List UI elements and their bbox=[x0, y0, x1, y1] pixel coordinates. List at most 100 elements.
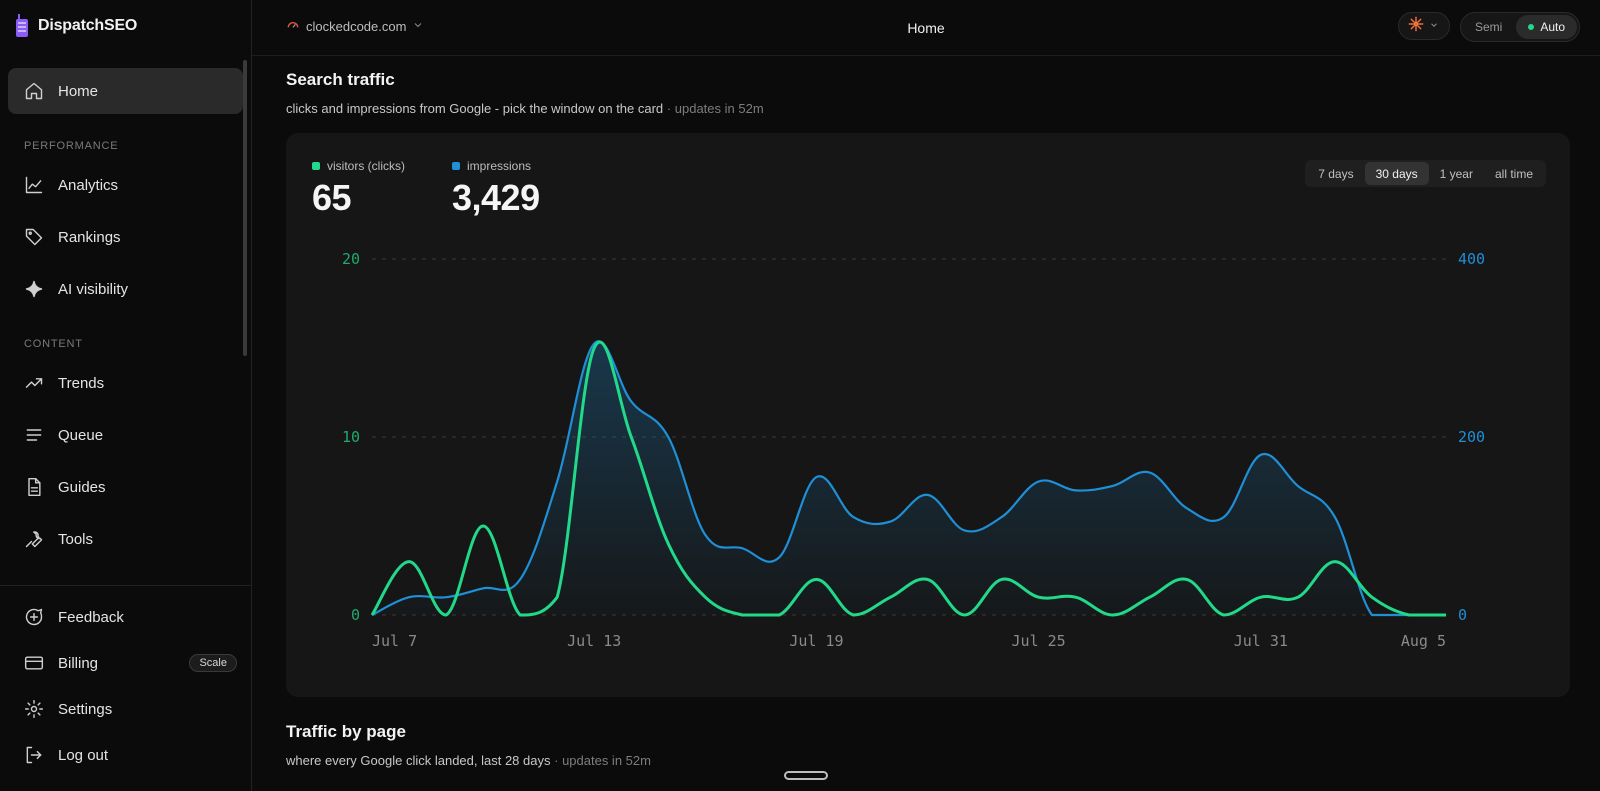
sidebar-bottom: Feedback Billing Scale Settings Log out bbox=[0, 585, 251, 780]
stat-impressions-label: impressions bbox=[452, 159, 540, 173]
y-right-tick-label: 200 bbox=[1458, 428, 1485, 446]
legend-swatch-clicks bbox=[312, 162, 320, 170]
brand-name: DispatchSEO bbox=[38, 17, 138, 34]
sidebar-item-rankings[interactable]: Rankings bbox=[8, 214, 243, 260]
theme-menu-button[interactable] bbox=[1397, 12, 1450, 40]
sidebar-item-label: Tools bbox=[58, 530, 94, 548]
gauge-icon bbox=[286, 18, 300, 35]
range-tabs: 7 days 30 days 1 year all time bbox=[1305, 160, 1546, 187]
stat-impressions-value: 3,429 bbox=[452, 177, 540, 218]
mode-auto[interactable]: Auto bbox=[1516, 15, 1577, 39]
x-tick-label: Jul 25 bbox=[1012, 632, 1066, 650]
sidebar-item-label: Guides bbox=[58, 478, 106, 496]
update-status: updates in 52m bbox=[674, 101, 764, 116]
mode-auto-label: Auto bbox=[1540, 20, 1565, 34]
walkie-talkie-icon bbox=[12, 14, 32, 38]
credit-card-icon bbox=[24, 653, 44, 673]
range-tab-30-days[interactable]: 30 days bbox=[1364, 162, 1429, 185]
main-content: clockedcode.com Home Semi bbox=[252, 0, 1600, 791]
stat-impressions: impressions 3,429 bbox=[452, 159, 540, 219]
sidebar-nav: Home PERFORMANCE Analytics Rankings AI bbox=[0, 52, 251, 562]
y-right-tick-label: 0 bbox=[1458, 606, 1467, 624]
range-tab-1-year[interactable]: 1 year bbox=[1439, 166, 1473, 181]
x-tick-label: Jul 19 bbox=[789, 632, 843, 650]
y-left-tick-label: 20 bbox=[342, 250, 360, 268]
logout-icon bbox=[24, 745, 44, 765]
brand[interactable]: DispatchSEO bbox=[0, 0, 251, 52]
subtitle-text: where every Google click landed, last 28… bbox=[286, 753, 551, 768]
search-traffic-title: Search traffic bbox=[286, 70, 395, 89]
sidebar-item-logout[interactable]: Log out bbox=[8, 734, 243, 776]
list-icon bbox=[24, 425, 44, 445]
sidebar: DispatchSEO Home PERFORMANCE Analytics bbox=[0, 0, 252, 791]
x-tick-label: Jul 7 bbox=[372, 632, 417, 650]
sparkle-icon bbox=[24, 279, 44, 299]
x-tick-label: Jul 13 bbox=[567, 632, 621, 650]
sidebar-item-label: Billing bbox=[58, 654, 99, 672]
range-tab-7-days[interactable]: 7 days bbox=[1318, 166, 1354, 181]
sidebar-item-label: AI visibility bbox=[58, 280, 129, 298]
separator: · bbox=[554, 753, 563, 768]
sidebar-item-ai-visibility[interactable]: AI visibility bbox=[8, 266, 243, 312]
stat-clicks: visitors (clicks) 65 bbox=[312, 159, 405, 219]
sidebar-item-home[interactable]: Home bbox=[8, 68, 243, 114]
separator: · bbox=[666, 101, 675, 116]
traffic-chart: 20 400 10 200 0 0 Jul 7 Jul 13 Jul 19 Jul 25 Jul 3… bbox=[342, 250, 1485, 650]
traffic-by-page-title: Traffic by page bbox=[286, 722, 406, 741]
sidebar-section-performance: PERFORMANCE bbox=[24, 140, 119, 152]
y-left-tick-label: 10 bbox=[342, 428, 360, 446]
site-name: clockedcode.com bbox=[306, 19, 407, 34]
range-tab-all-time[interactable]: all time bbox=[1494, 166, 1533, 181]
sidebar-item-label: Rankings bbox=[58, 228, 121, 246]
sidebar-item-settings[interactable]: Settings bbox=[8, 688, 243, 730]
x-tick-label: Jul 31 bbox=[1234, 632, 1288, 650]
tag-icon bbox=[24, 227, 44, 247]
sidebar-item-billing[interactable]: Billing Scale bbox=[8, 642, 243, 684]
sidebar-scrollbar[interactable] bbox=[243, 60, 247, 356]
y-right-tick-label: 400 bbox=[1458, 250, 1485, 268]
subtitle-text: clicks and impressions from Google - pic… bbox=[286, 101, 664, 116]
sidebar-item-tools[interactable]: Tools bbox=[8, 516, 243, 562]
message-plus-icon bbox=[24, 607, 44, 627]
search-traffic-subtitle: clicks and impressions from Google - pic… bbox=[286, 101, 764, 116]
search-traffic-card: visitors (clicks) 65 impressions 3,429 7… bbox=[286, 133, 1570, 697]
sunburst-icon bbox=[1408, 16, 1424, 37]
trending-up-icon bbox=[24, 373, 44, 393]
sidebar-item-guides[interactable]: Guides bbox=[8, 464, 243, 510]
mode-toggle[interactable]: Semi Auto bbox=[1459, 12, 1580, 42]
sidebar-item-trends[interactable]: Trends bbox=[8, 360, 243, 406]
sidebar-item-label: Settings bbox=[58, 700, 113, 718]
status-dot bbox=[1528, 24, 1535, 30]
sidebar-item-label: Trends bbox=[58, 374, 105, 392]
sidebar-item-label: Analytics bbox=[58, 176, 119, 194]
topbar: clockedcode.com Home Semi bbox=[252, 0, 1600, 56]
gear-icon bbox=[24, 699, 44, 719]
stat-clicks-value: 65 bbox=[312, 177, 352, 218]
sidebar-item-label: Home bbox=[58, 82, 99, 100]
sidebar-item-label: Log out bbox=[58, 746, 109, 764]
stat-clicks-label: visitors (clicks) bbox=[312, 159, 405, 173]
impressions-area bbox=[372, 341, 1446, 615]
legend-swatch-impressions bbox=[452, 162, 460, 170]
scroll-indicator[interactable] bbox=[784, 771, 828, 780]
sidebar-item-label: Feedback bbox=[58, 608, 124, 626]
chevron-down-icon bbox=[412, 19, 424, 34]
legend-label-clicks: visitors (clicks) bbox=[327, 159, 405, 173]
document-icon bbox=[24, 477, 44, 497]
sidebar-section-content: CONTENT bbox=[24, 338, 83, 350]
sidebar-item-queue[interactable]: Queue bbox=[8, 412, 243, 458]
sidebar-item-feedback[interactable]: Feedback bbox=[8, 596, 243, 638]
update-status: updates in 52m bbox=[562, 753, 651, 768]
sidebar-item-analytics[interactable]: Analytics bbox=[8, 162, 243, 208]
page-title: Home bbox=[907, 19, 945, 36]
y-left-tick-label: 0 bbox=[351, 606, 360, 624]
line-chart-icon bbox=[24, 175, 44, 195]
x-tick-label: Aug 5 bbox=[1401, 632, 1446, 650]
home-icon bbox=[24, 81, 44, 101]
impressions-line bbox=[371, 340, 1446, 617]
mode-semi[interactable]: Semi bbox=[1474, 20, 1503, 34]
sidebar-item-label: Queue bbox=[58, 426, 104, 444]
wrench-icon bbox=[24, 529, 44, 549]
site-selector[interactable]: clockedcode.com bbox=[286, 18, 424, 35]
clicks-line bbox=[370, 340, 1446, 617]
